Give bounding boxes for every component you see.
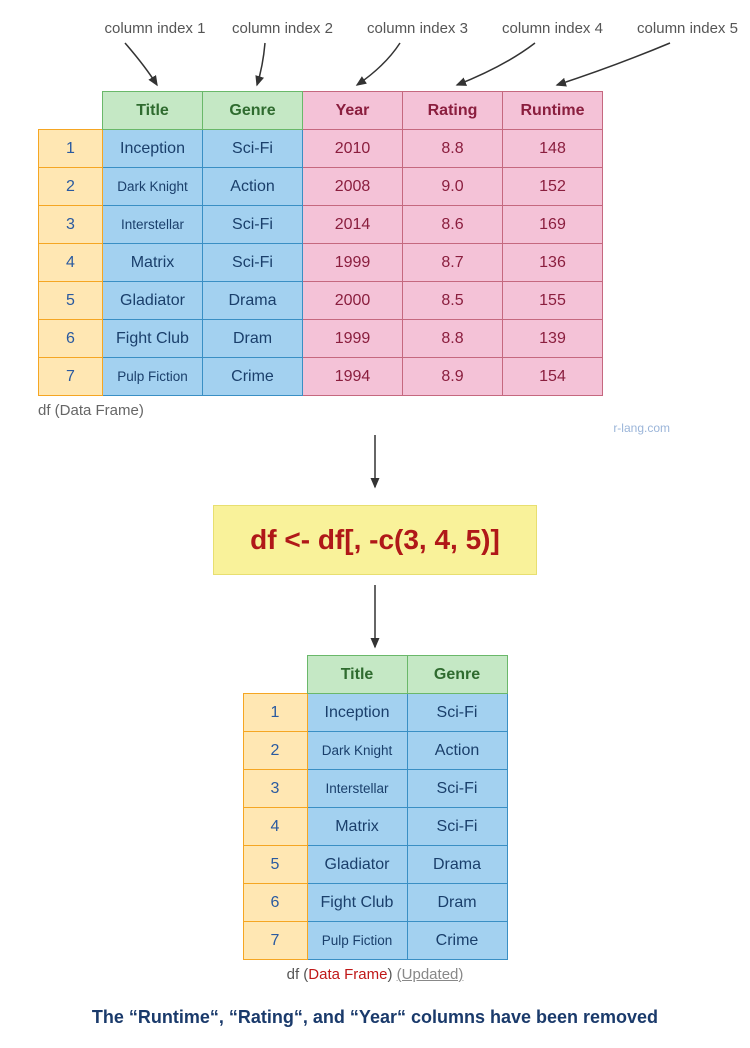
col-label-1: column index 1 [95,20,215,37]
table-row: 1InceptionSci-Fi [243,694,507,732]
caption-original: df (Data Frame) [38,402,730,419]
dataframe-table-updated: Title Genre 1InceptionSci-Fi 2Dark Knigh… [243,655,508,960]
header-genre-2: Genre [407,656,507,694]
table-row: 2Dark KnightAction [243,732,507,770]
flow-arrow-1 [365,435,385,495]
table-row: 3 Interstellar Sci-Fi 2014 8.6 169 [39,206,603,244]
watermark: r-lang.com [20,421,670,435]
table-row: 7Pulp FictionCrime [243,922,507,960]
header-year: Year [303,92,403,130]
table-row: 2 Dark Knight Action 2008 9.0 152 [39,168,603,206]
col-label-4: column index 4 [485,20,620,37]
table-row: 3InterstellarSci-Fi [243,770,507,808]
col-label-2: column index 2 [215,20,350,37]
table-row: 5 Gladiator Drama 2000 8.5 155 [39,282,603,320]
table-row: 6 Fight Club Dram 1999 8.8 139 [39,320,603,358]
dataframe-table-original: Title Genre Year Rating Runtime 1 Incept… [38,91,603,396]
table-row: 6Fight ClubDram [243,884,507,922]
table-row: 7 Pulp Fiction Crime 1994 8.9 154 [39,358,603,396]
header-title: Title [103,92,203,130]
column-index-labels: column index 1 column index 2 column ind… [20,20,730,37]
header-rating: Rating [403,92,503,130]
flow-arrow-2 [365,585,385,655]
col-label-3: column index 3 [350,20,485,37]
table-row: 1 Inception Sci-Fi 2010 8.8 148 [39,130,603,168]
table-row: 4 Matrix Sci-Fi 1999 8.7 136 [39,244,603,282]
header-genre: Genre [203,92,303,130]
table-row: 4MatrixSci-Fi [243,808,507,846]
summary-text: The “Runtime“, “Rating“, and “Year“ colu… [20,1007,730,1028]
table-row: 5GladiatorDrama [243,846,507,884]
column-arrows [95,41,750,91]
caption-updated: df (Data Frame) (Updated) [20,966,730,983]
col-label-5: column index 5 [620,20,750,37]
header-runtime: Runtime [503,92,603,130]
code-expression: df <- df[, -c(3, 4, 5)] [213,505,537,575]
header-title-2: Title [307,656,407,694]
